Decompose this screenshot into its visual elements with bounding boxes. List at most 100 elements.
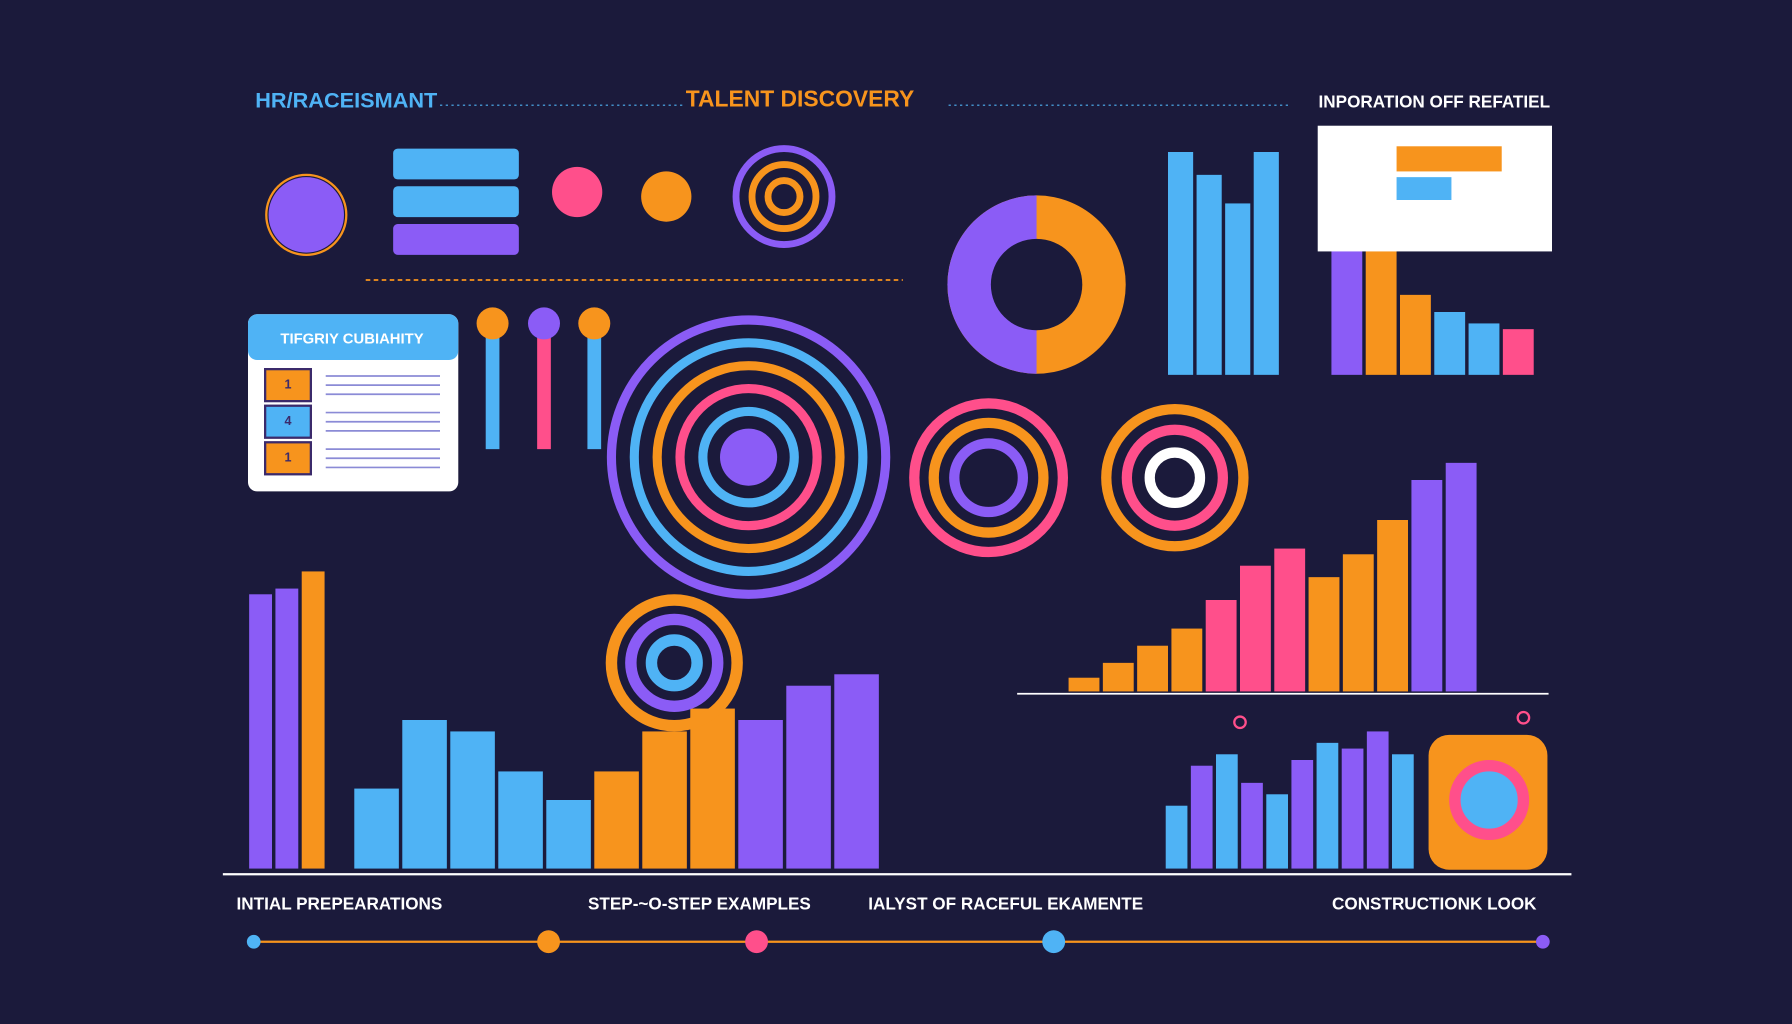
- pin-head: [476, 307, 509, 340]
- deco-bar: [275, 588, 299, 869]
- deco-bar: [1366, 731, 1389, 869]
- deco-bar: [1168, 152, 1194, 375]
- deco-bar: [642, 731, 687, 869]
- deco-bar: [1341, 748, 1364, 869]
- deco-bar: [450, 731, 495, 869]
- node: [1516, 710, 1531, 725]
- deco-bar: [1253, 152, 1279, 375]
- deco-bar: [546, 800, 591, 869]
- step-label: CONSTRUCTIONK LOOK: [1332, 894, 1537, 914]
- deco-bar: [402, 720, 447, 869]
- ring: [629, 338, 868, 576]
- deco-bar: [1240, 565, 1271, 692]
- deco-bar: [1468, 323, 1500, 375]
- deco-bar: [1331, 249, 1363, 375]
- disc: [268, 177, 344, 253]
- deco-bar: [1165, 805, 1188, 869]
- ring: [928, 417, 1049, 538]
- deco-bar: [301, 571, 325, 869]
- step-label: INTIAL PREPEARATIONS: [237, 894, 443, 914]
- header-center: TALENT DISCOVERY: [686, 86, 914, 112]
- panel-item-box: [264, 367, 312, 403]
- deco-bar: [1445, 462, 1477, 692]
- deco-bar: [1365, 249, 1397, 375]
- deco-bar: [1068, 677, 1100, 692]
- doc-tab: [1396, 146, 1502, 172]
- deco-bar: [249, 594, 272, 869]
- step-label: STEP-~O-STEP EXAMPLES: [588, 894, 811, 914]
- deco-bar: [738, 720, 783, 869]
- panel-item-label: 4: [284, 414, 291, 428]
- ring: [675, 384, 822, 531]
- ring: [1101, 403, 1249, 552]
- deco-bar: [1308, 577, 1340, 692]
- ball: [641, 171, 692, 222]
- list-pill: [393, 224, 519, 255]
- deco-bar: [594, 771, 639, 869]
- deco-bar: [1241, 782, 1263, 869]
- deco-bar: [1216, 754, 1238, 869]
- node: [1233, 715, 1247, 730]
- panel-item-label: 1: [284, 451, 291, 465]
- pin-stem: [485, 323, 500, 450]
- ring: [764, 177, 804, 216]
- panel-header: [248, 314, 459, 360]
- hub: [720, 428, 778, 486]
- deco-bar: [1377, 520, 1408, 692]
- deco-bar: [498, 771, 543, 869]
- deco-bar: [1102, 662, 1134, 692]
- list-pill: [393, 148, 519, 180]
- deco-bar: [1342, 554, 1374, 692]
- ring: [698, 406, 799, 508]
- decoration: [249, 125, 1552, 870]
- deco-bar: [1400, 294, 1431, 375]
- header-right: INPORATION OFF REFATIEL: [1319, 91, 1551, 111]
- panel-items: 1 4 1: [264, 367, 440, 476]
- deco-bar: [690, 708, 735, 869]
- deco-bar: [1502, 329, 1534, 375]
- panel-title: TIFGRIY CUBIAHITY: [280, 331, 423, 347]
- deco-bar: [1316, 742, 1339, 869]
- deco-bar: [834, 674, 879, 869]
- steps: INTIAL PREPEARATIONS STEP-~O-STEP EXAMPLE…: [237, 894, 1550, 954]
- timeline-dot: [1042, 930, 1066, 954]
- ring: [265, 173, 348, 256]
- deco-bar: [1411, 480, 1443, 692]
- deco-bar: [1190, 765, 1213, 869]
- deco-bar: [1137, 645, 1168, 692]
- step-label: IALYST OF RACEFUL EKAMENTE: [868, 894, 1143, 914]
- timeline-dot: [246, 934, 261, 949]
- deco-bar: [1205, 600, 1237, 692]
- doc-tab: [1396, 177, 1452, 200]
- ring: [949, 438, 1028, 518]
- ring: [605, 594, 743, 732]
- deco-bar: [1291, 760, 1314, 869]
- deco-bar: [786, 685, 831, 869]
- panel-item-box: [264, 441, 312, 476]
- deco-bar: [1434, 312, 1466, 375]
- ring: [606, 315, 891, 599]
- deco-bar: [1274, 548, 1306, 692]
- ring: [748, 161, 820, 232]
- deco-bar: [1266, 794, 1288, 869]
- timeline-dot: [745, 930, 768, 954]
- ring: [645, 634, 703, 692]
- pin-stem: [537, 323, 551, 450]
- timeline-dot: [537, 930, 560, 954]
- pin-stem: [587, 323, 602, 450]
- pin-head: [528, 307, 560, 340]
- panel-item-label: 1: [284, 377, 291, 391]
- pie-hole: [990, 238, 1083, 331]
- panel-item-box: [264, 404, 312, 439]
- deco-bar: [1392, 754, 1414, 869]
- ring: [625, 613, 724, 712]
- deco-bar: [1171, 628, 1203, 692]
- header-left: HR/RACEISMANT: [255, 87, 438, 112]
- deco-bar: [354, 788, 399, 869]
- app-ring: [1449, 760, 1530, 840]
- timeline-dot: [1536, 934, 1550, 949]
- ring: [1121, 424, 1228, 531]
- ring: [1144, 447, 1206, 508]
